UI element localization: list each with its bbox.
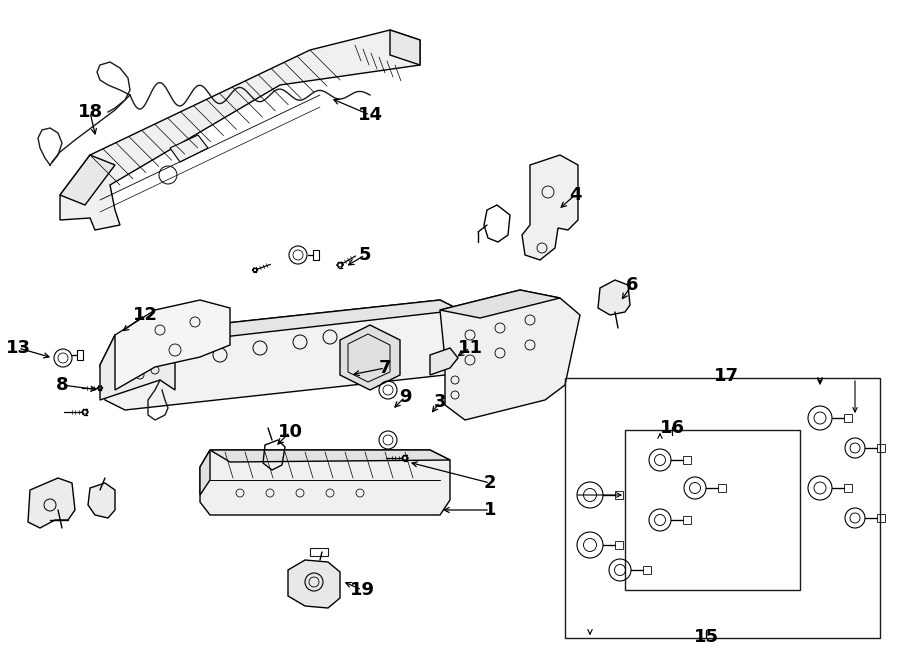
Bar: [77, 350, 83, 360]
Polygon shape: [210, 450, 450, 462]
Polygon shape: [340, 325, 400, 390]
Polygon shape: [115, 300, 460, 347]
Text: 13: 13: [5, 339, 31, 357]
Text: 7: 7: [379, 359, 392, 377]
Text: 4: 4: [569, 186, 581, 204]
Text: 6: 6: [626, 276, 638, 294]
Text: 10: 10: [277, 423, 302, 441]
Text: 3: 3: [434, 393, 446, 411]
Text: 15: 15: [694, 628, 718, 646]
Text: 18: 18: [77, 103, 103, 121]
Text: 8: 8: [56, 376, 68, 394]
Bar: [565, 378, 880, 638]
Polygon shape: [200, 450, 450, 515]
Polygon shape: [430, 348, 458, 375]
Polygon shape: [390, 30, 420, 65]
Bar: [625, 430, 800, 590]
Polygon shape: [88, 483, 115, 518]
Bar: [643, 566, 651, 574]
Bar: [844, 484, 852, 492]
Polygon shape: [598, 280, 630, 315]
Text: 16: 16: [660, 419, 685, 437]
Text: 19: 19: [349, 581, 374, 599]
Bar: [615, 491, 623, 499]
Bar: [718, 484, 726, 492]
Bar: [310, 548, 328, 556]
Polygon shape: [288, 560, 340, 608]
Text: 12: 12: [132, 306, 157, 324]
Bar: [313, 250, 319, 260]
Polygon shape: [440, 290, 580, 420]
Polygon shape: [115, 300, 230, 390]
Bar: [877, 444, 885, 452]
Polygon shape: [440, 290, 560, 318]
Text: 14: 14: [357, 106, 382, 124]
Polygon shape: [100, 335, 175, 400]
Text: 2: 2: [484, 474, 496, 492]
Bar: [877, 514, 885, 522]
Polygon shape: [60, 155, 115, 205]
Polygon shape: [60, 30, 420, 230]
Polygon shape: [100, 300, 460, 410]
Polygon shape: [170, 135, 208, 162]
Polygon shape: [200, 450, 210, 495]
Text: 1: 1: [484, 501, 496, 519]
Bar: [683, 456, 691, 464]
Bar: [683, 516, 691, 524]
Text: 9: 9: [399, 388, 411, 406]
Text: 5: 5: [359, 246, 372, 264]
Bar: [844, 414, 852, 422]
Bar: [615, 541, 623, 549]
Polygon shape: [522, 155, 578, 260]
Text: 17: 17: [714, 367, 739, 385]
Polygon shape: [28, 478, 75, 528]
Text: 11: 11: [457, 339, 482, 357]
